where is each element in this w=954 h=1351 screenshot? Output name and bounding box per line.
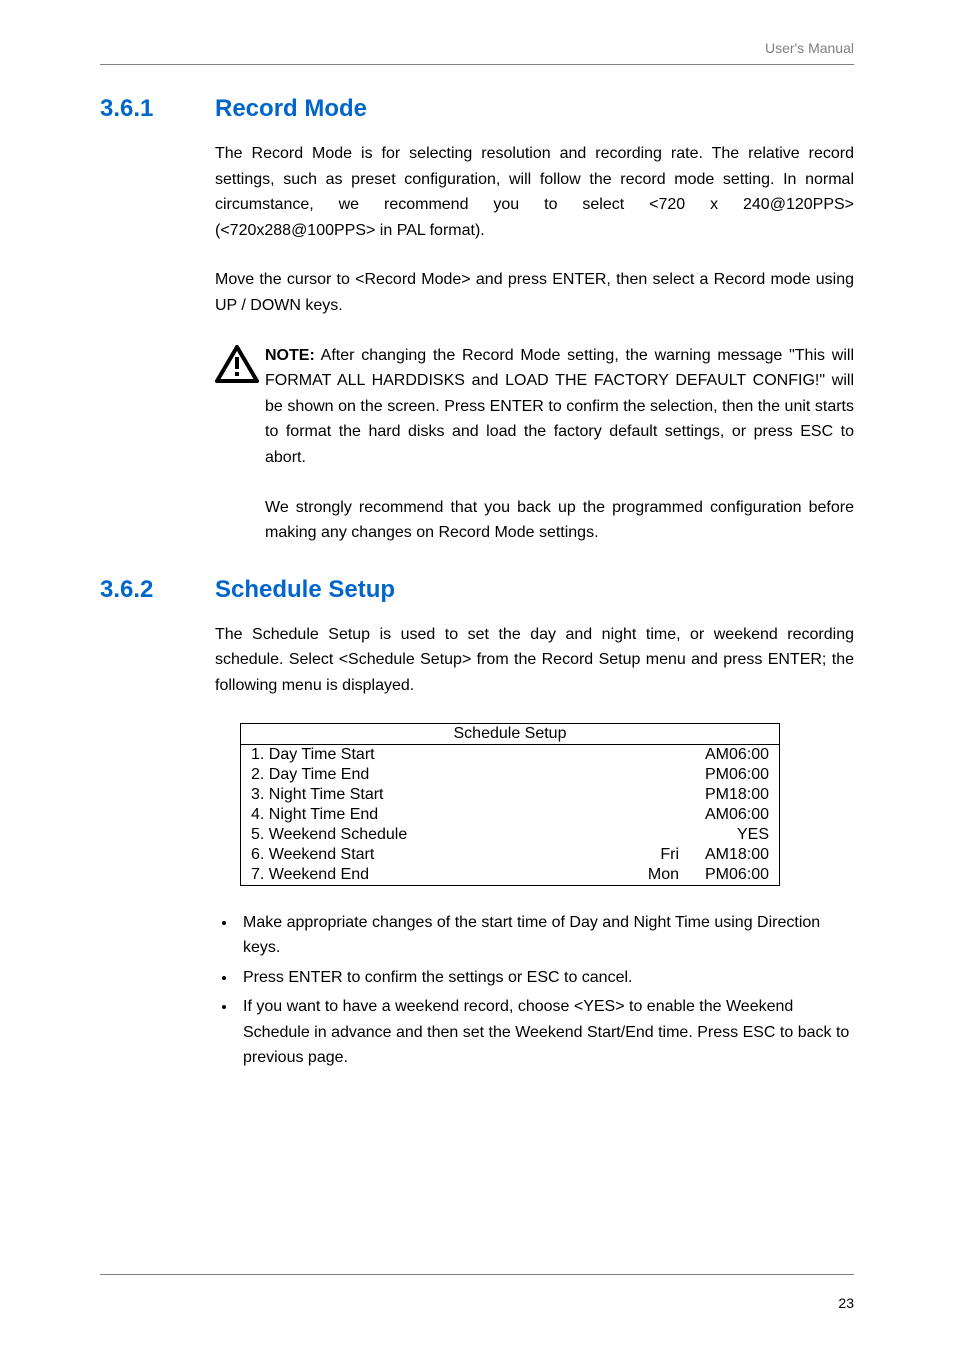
table-row: 7. Weekend End Mon PM06:00 <box>241 865 779 885</box>
note-bold: NOTE: <box>265 347 315 364</box>
section-2-p1: The Schedule Setup is used to set the da… <box>215 622 854 699</box>
section-1-num: 3.6.1 <box>100 95 215 123</box>
row-val: PM06:00 <box>689 865 779 885</box>
section-1-heading: 3.6.1 Record Mode <box>100 95 854 123</box>
header-label: User's Manual <box>100 40 854 56</box>
row-label: 7. Weekend End <box>241 865 588 885</box>
list-item: If you want to have a weekend record, ch… <box>237 994 854 1071</box>
row-val: YES <box>689 825 779 845</box>
schedule-table-heading: Schedule Setup <box>241 724 779 745</box>
note-p2: We strongly recommend that you back up t… <box>265 495 854 546</box>
schedule-table: Schedule Setup 1. Day Time Start AM06:00… <box>240 723 780 886</box>
bottom-rule <box>100 1274 854 1275</box>
row-label: 6. Weekend Start <box>241 845 588 865</box>
list-item: Make appropriate changes of the start ti… <box>237 910 854 961</box>
footer: 23 <box>100 1274 854 1311</box>
row-val: AM06:00 <box>689 805 779 825</box>
section-1-p1: The Record Mode is for selecting resolut… <box>215 141 854 243</box>
table-row: 2. Day Time End PM06:00 <box>241 765 779 785</box>
row-day <box>588 745 689 765</box>
top-rule <box>100 64 854 65</box>
section-1-title: Record Mode <box>215 95 367 123</box>
row-label: 3. Night Time Start <box>241 785 588 805</box>
table-row: 4. Night Time End AM06:00 <box>241 805 779 825</box>
row-label: 5. Weekend Schedule <box>241 825 588 845</box>
row-day <box>588 765 689 785</box>
table-row: 1. Day Time Start AM06:00 <box>241 745 779 765</box>
section-2-num: 3.6.2 <box>100 576 215 604</box>
list-item: Press ENTER to confirm the settings or E… <box>237 965 854 991</box>
note-text: NOTE: After changing the Record Mode set… <box>265 343 854 471</box>
row-label: 1. Day Time Start <box>241 745 588 765</box>
row-val: AM18:00 <box>689 845 779 865</box>
page-number: 23 <box>100 1295 854 1311</box>
row-day: Fri <box>588 845 689 865</box>
section-2-heading: 3.6.2 Schedule Setup <box>100 576 854 604</box>
warning-icon <box>215 345 259 383</box>
table-row: 5. Weekend Schedule YES <box>241 825 779 845</box>
table-row: 3. Night Time Start PM18:00 <box>241 785 779 805</box>
row-val: AM06:00 <box>689 745 779 765</box>
row-day <box>588 785 689 805</box>
row-day <box>588 825 689 845</box>
bullet-list: Make appropriate changes of the start ti… <box>215 910 854 1072</box>
note-block: NOTE: After changing the Record Mode set… <box>215 343 854 471</box>
row-label: 4. Night Time End <box>241 805 588 825</box>
table-row: 6. Weekend Start Fri AM18:00 <box>241 845 779 865</box>
section-1-p2: Move the cursor to <Record Mode> and pre… <box>215 267 854 318</box>
row-day: Mon <box>588 865 689 885</box>
section-2-title: Schedule Setup <box>215 576 395 604</box>
row-day <box>588 805 689 825</box>
note-body: After changing the Record Mode setting, … <box>265 347 854 466</box>
row-val: PM06:00 <box>689 765 779 785</box>
row-label: 2. Day Time End <box>241 765 588 785</box>
row-val: PM18:00 <box>689 785 779 805</box>
